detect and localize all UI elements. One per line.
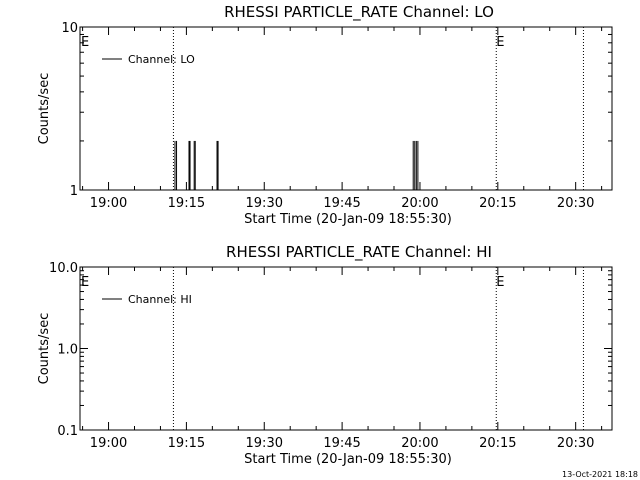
x-axis-label: Start Time (20-Jan-09 18:55:30): [244, 212, 452, 227]
x-tick-label: 19:30: [246, 436, 283, 451]
x-tick-label: 20:00: [401, 196, 438, 211]
edge-event-label: E: [81, 275, 89, 290]
plot-frame: [79, 26, 613, 191]
chart-panel-1: RHESSI PARTICLE_RATE Channel: LO 19:00 19:…: [37, 3, 613, 227]
legend-label: Channel: HI: [128, 293, 192, 306]
edge-event-label: E: [81, 35, 89, 50]
x-tick-label: 19:30: [246, 196, 283, 211]
y-axis-label: Counts/sec: [37, 73, 52, 145]
footer-timestamp: 13-Oct-2021 18:18: [562, 470, 638, 479]
x-tick-label: 19:15: [168, 436, 205, 451]
chart-title: RHESSI PARTICLE_RATE Channel: LO: [224, 3, 494, 22]
x-tick-label: 20:00: [401, 436, 438, 451]
legend-label: Channel: LO: [128, 53, 195, 66]
x-axis-label: Start Time (20-Jan-09 18:55:30): [244, 452, 452, 467]
x-tick-label: 19:15: [168, 196, 205, 211]
x-tick-label: 20:15: [479, 436, 516, 451]
x-tick-label: 20:30: [557, 196, 594, 211]
x-tick-label: 19:45: [323, 196, 360, 211]
event-label: E: [496, 35, 504, 50]
chart-panel-2: RHESSI PARTICLE_RATE Channel: HI 19:00 19:…: [37, 243, 613, 467]
x-tick-label: 19:45: [323, 436, 360, 451]
x-tick-label: 19:00: [90, 196, 127, 211]
y-tick-label: 10: [61, 21, 78, 36]
y-tick-label: 1.0: [57, 343, 78, 358]
y-axis-label: Counts/sec: [37, 313, 52, 385]
plot-frame: [79, 266, 613, 431]
x-tick-label: 20:15: [479, 196, 516, 211]
x-tick-label: 20:30: [557, 436, 594, 451]
chart-title: RHESSI PARTICLE_RATE Channel: HI: [226, 243, 492, 262]
x-tick-label: 19:00: [90, 436, 127, 451]
y-tick-label: 1: [70, 184, 78, 199]
y-tick-label: 0.1: [57, 424, 78, 439]
event-label: E: [496, 275, 504, 290]
y-tick-label: 10.0: [49, 261, 78, 276]
